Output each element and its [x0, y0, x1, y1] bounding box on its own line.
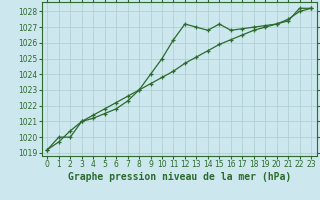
X-axis label: Graphe pression niveau de la mer (hPa): Graphe pression niveau de la mer (hPa) [68, 172, 291, 182]
